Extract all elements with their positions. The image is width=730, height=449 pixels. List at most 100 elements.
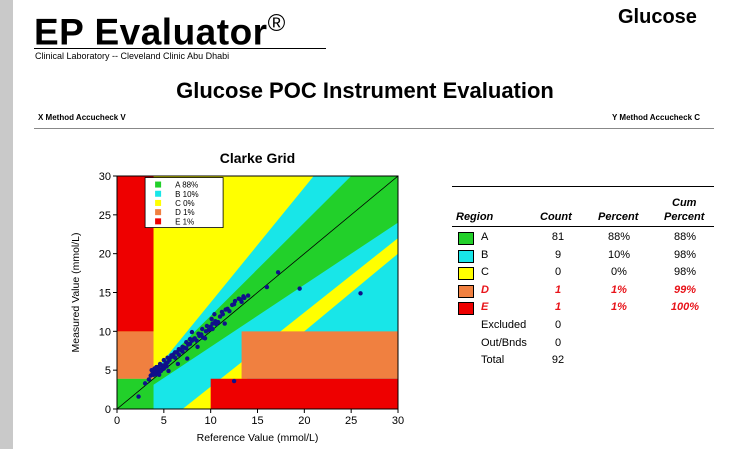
summary-value: 92 (551, 354, 565, 366)
y-tick-label: 20 (99, 249, 111, 261)
region-swatch (458, 302, 474, 315)
col-header-region: Region (456, 211, 494, 223)
data-point (149, 367, 154, 373)
data-point (204, 323, 210, 329)
region-count: 9 (554, 248, 562, 261)
region-cum-percent: 98% (673, 248, 697, 261)
x-tick-label: 15 (251, 415, 263, 427)
data-point (154, 364, 159, 370)
data-point (238, 297, 243, 302)
data-point (241, 294, 246, 299)
region-percent: 1% (611, 301, 627, 313)
data-point (196, 331, 201, 336)
legend-entry: C 0% (175, 199, 195, 208)
brand-name: EP Evaluator (34, 11, 268, 53)
region-name: E (481, 301, 489, 313)
data-point (195, 344, 200, 350)
region-count: 1 (554, 283, 562, 296)
zone-e-upper (117, 176, 154, 332)
data-point (146, 377, 152, 382)
legend-swatch (155, 199, 162, 206)
data-point (180, 344, 185, 350)
data-point (214, 322, 219, 327)
data-point (180, 349, 185, 354)
summary-value: 0 (554, 319, 562, 331)
region-cum-percent: 98% (673, 266, 697, 278)
chart-title: Clarke Grid (220, 150, 295, 166)
data-point (210, 326, 215, 332)
brand-title: EP Evaluator® (34, 4, 286, 52)
data-point (275, 270, 281, 275)
data-point (164, 364, 169, 369)
data-point (200, 326, 205, 332)
x-tick-label: 25 (345, 415, 357, 427)
data-point (184, 340, 189, 345)
summary-value: 0 (554, 336, 562, 349)
legend-entry: A 88% (175, 181, 198, 190)
region-swatch (458, 249, 474, 263)
x-tick-label: 30 (392, 415, 404, 427)
region-name: A (481, 231, 489, 243)
data-point (172, 355, 178, 360)
clarke-grid-chart: 0 5 10 15 20 25 30 0 5 10 15 20 25 30 Clarke Grid Refer… (70, 150, 404, 444)
data-point (192, 336, 197, 341)
col-header-cum: Cum (672, 197, 697, 209)
data-point (136, 394, 141, 399)
data-point (358, 291, 363, 296)
region-swatch (458, 284, 474, 298)
data-point (156, 372, 162, 378)
y-axis-label: Measured Value (mmol/L) (70, 232, 82, 352)
data-point (175, 361, 181, 367)
data-point (202, 336, 208, 341)
region-cum-percent: 99% (673, 283, 697, 296)
data-point (166, 368, 171, 374)
legend-swatch (155, 218, 162, 225)
x-tick-label: 0 (114, 415, 120, 427)
x-tick-label: 10 (205, 415, 217, 427)
data-point (222, 321, 227, 326)
registered-mark: ® (267, 10, 286, 37)
data-point (189, 329, 195, 335)
data-point (142, 381, 148, 386)
region-count: 0 (554, 266, 562, 278)
data-point (184, 346, 189, 351)
legend-swatch (155, 190, 162, 197)
x-tick-label: 20 (298, 415, 310, 427)
x-tick-label: 5 (161, 415, 167, 427)
data-point (231, 378, 237, 384)
data-point (209, 316, 214, 322)
col-header-percent: Percent (598, 211, 639, 223)
data-point (187, 336, 193, 342)
x-method: X Method Accucheck V (38, 113, 126, 122)
data-point (176, 352, 182, 357)
region-name: D (481, 283, 489, 296)
region-swatch (458, 232, 474, 245)
data-point (225, 306, 230, 312)
table-top-rule (452, 186, 714, 187)
data-point (176, 346, 182, 352)
table-header-rule (452, 226, 714, 227)
x-axis-label: Reference Value (mmol/L) (197, 432, 319, 444)
legend-swatch (155, 209, 162, 216)
lab-name: Clinical Laboratory -- Cleveland Clinic … (35, 51, 230, 61)
data-point (212, 312, 217, 317)
legend-entry: D 1% (175, 208, 195, 217)
y-tick-label: 25 (99, 210, 111, 222)
data-point (185, 356, 190, 361)
data-point (169, 353, 174, 358)
region-percent: 0% (611, 266, 627, 278)
region-percent: 88% (607, 231, 631, 243)
col-header-cum-percent: Percent (664, 211, 705, 223)
legend-swatch (155, 181, 162, 188)
legend-entry: B 10% (175, 190, 199, 199)
region-count: 81 (551, 231, 565, 243)
zone-c-lower (182, 238, 398, 409)
data-point (297, 286, 302, 291)
zone-e-lower (210, 378, 398, 409)
report-title: Glucose POC Instrument Evaluation (176, 78, 554, 103)
region-count: 1 (554, 301, 562, 313)
y-method: Y Method Accucheck C (612, 113, 701, 122)
y-tick-label: 15 (99, 288, 111, 300)
summary-label: Total (481, 354, 505, 366)
y-tick-label: 0 (105, 404, 111, 416)
